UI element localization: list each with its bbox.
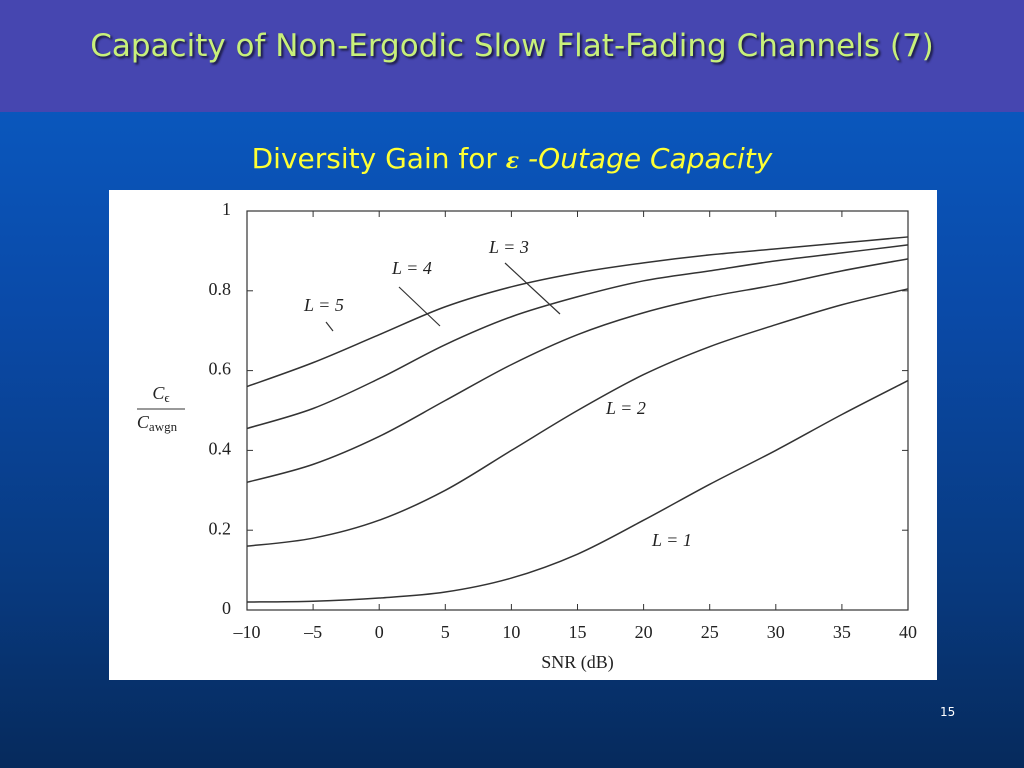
y-label-sub: ϵ xyxy=(164,390,169,405)
x-tick-label: 20 xyxy=(635,622,653,642)
y-label-sub: awgn xyxy=(149,419,178,434)
x-tick-label: 40 xyxy=(899,622,917,642)
series-label: L = 2 xyxy=(605,398,646,418)
x-tick-label: 30 xyxy=(767,622,785,642)
x-tick-label: 10 xyxy=(502,622,520,642)
page-number: 15 xyxy=(940,705,956,719)
y-tick-label: 0 xyxy=(222,598,231,618)
subtitle-symbol: ε xyxy=(505,148,520,174)
x-tick-label: 5 xyxy=(441,622,450,642)
subtitle-tail: -Outage Capacity xyxy=(519,142,773,175)
slide-subtitle: Diversity Gain for ε -Outage Capacity xyxy=(0,142,1024,175)
leader-line xyxy=(325,321,334,332)
series-line xyxy=(246,379,909,603)
x-tick-label: 35 xyxy=(833,622,851,642)
y-axis-label-denominator: Cawgn xyxy=(137,412,178,434)
series-line xyxy=(246,258,909,484)
y-label-c: C xyxy=(137,412,150,432)
x-tick-label: 15 xyxy=(569,622,587,642)
y-tick-label: 0.8 xyxy=(209,279,232,299)
y-label-c: C xyxy=(152,383,165,403)
series-line xyxy=(246,236,909,388)
x-tick-label: 0 xyxy=(375,622,384,642)
title-bar xyxy=(0,0,1024,112)
series-line xyxy=(246,288,909,547)
subtitle-lead: Diversity Gain for xyxy=(251,142,506,175)
leader-lines xyxy=(325,262,561,332)
y-tick-label: 0.4 xyxy=(209,439,232,459)
y-tick-label: 0.2 xyxy=(209,518,232,538)
series-label: L = 4 xyxy=(391,258,432,278)
x-tick-label: 25 xyxy=(701,622,719,642)
series-line xyxy=(246,244,909,430)
leader-line xyxy=(504,262,561,315)
y-tick-label: 1 xyxy=(222,199,231,219)
x-tick-label: –10 xyxy=(233,622,261,642)
chart: –10 –5 0 5 10 15 20 25 30 35 40 0 0.2 0.4 0.6 0.8 1 SNR (… xyxy=(109,190,937,680)
series-label: L = 1 xyxy=(651,530,692,550)
slide-title: Capacity of Non-Ergodic Slow Flat-Fading… xyxy=(90,28,934,64)
series-label: L = 3 xyxy=(488,237,529,257)
y-tick-label: 0.6 xyxy=(209,359,232,379)
y-axis-label-numerator: Cϵ xyxy=(152,383,169,405)
x-axis-label: SNR (dB) xyxy=(541,652,614,673)
leader-line xyxy=(398,286,441,327)
x-tick-label: –5 xyxy=(303,622,322,642)
series-label: L = 5 xyxy=(303,295,344,315)
